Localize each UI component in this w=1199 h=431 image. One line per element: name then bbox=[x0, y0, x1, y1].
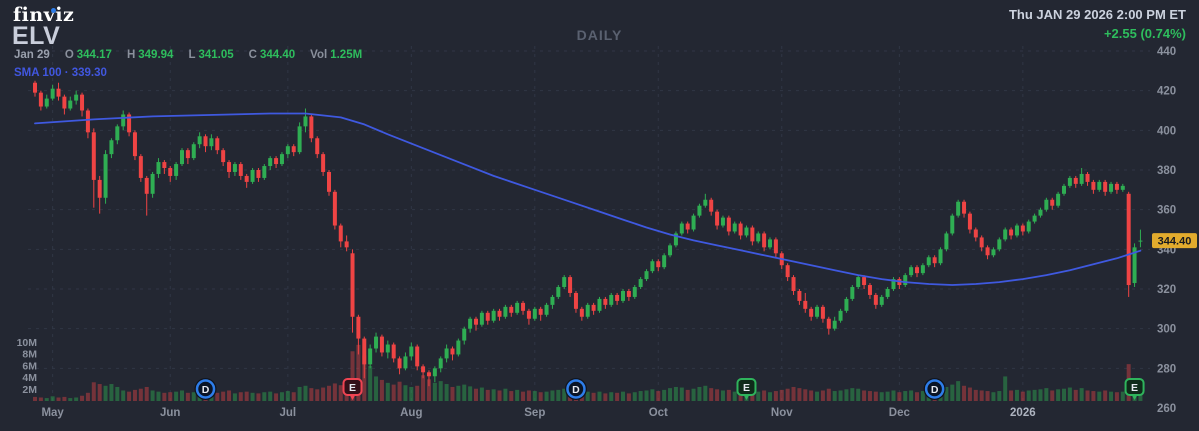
svg-text:D: D bbox=[202, 384, 210, 396]
timeframe-label: DAILY bbox=[576, 27, 623, 43]
quote-datetime: Thu JAN 29 2026 2:00 PM ET bbox=[1008, 7, 1186, 22]
svg-text:320: 320 bbox=[1157, 284, 1176, 296]
axis-labels: 44042040038036034032030028026010M8M6M4M2… bbox=[17, 46, 1177, 419]
svg-text:280: 280 bbox=[1157, 363, 1176, 375]
svg-text:300: 300 bbox=[1157, 324, 1176, 336]
svg-text:420: 420 bbox=[1157, 86, 1176, 98]
dividend-marker[interactable]: D bbox=[923, 378, 946, 400]
svg-text:E: E bbox=[743, 382, 750, 394]
svg-text:E: E bbox=[349, 382, 356, 394]
ohlc-close: C 344.40 bbox=[248, 49, 296, 61]
ohlc-high: H 349.94 bbox=[126, 49, 174, 61]
grid-lines bbox=[28, 46, 1150, 401]
earnings-marker[interactable]: E bbox=[736, 378, 757, 400]
dividend-marker[interactable]: D bbox=[194, 378, 217, 400]
earnings-marker[interactable]: E bbox=[1124, 378, 1145, 400]
svg-text:Sep: Sep bbox=[524, 407, 545, 419]
svg-text:D: D bbox=[931, 384, 939, 396]
svg-text:8M: 8M bbox=[22, 349, 37, 361]
svg-text:D: D bbox=[572, 384, 580, 396]
sma-legend: SMA 100 · 339.30 bbox=[14, 67, 107, 79]
finviz-logo-dot-icon bbox=[51, 8, 56, 13]
svg-text:Jul: Jul bbox=[280, 407, 297, 419]
svg-text:2026: 2026 bbox=[1010, 407, 1036, 419]
svg-text:10M: 10M bbox=[17, 337, 38, 349]
ticker-symbol: ELV bbox=[12, 22, 61, 50]
ohlc-low: L 341.05 bbox=[188, 49, 234, 61]
dividend-marker[interactable]: D bbox=[564, 378, 587, 400]
finviz-logo[interactable]: finviz bbox=[13, 4, 74, 26]
svg-text:Jun: Jun bbox=[160, 407, 180, 419]
last-price-label: 344.40 bbox=[1152, 233, 1197, 249]
svg-text:Aug: Aug bbox=[400, 407, 422, 419]
ohlc-volume: Vol 1.25M bbox=[310, 49, 363, 61]
svg-text:6M: 6M bbox=[22, 360, 37, 372]
ohlc-date: Jan 29 bbox=[14, 49, 50, 61]
svg-text:E: E bbox=[1131, 382, 1138, 394]
svg-text:360: 360 bbox=[1157, 205, 1176, 217]
price-change: +2.55 (0.74%) bbox=[1103, 26, 1186, 41]
svg-text:Dec: Dec bbox=[889, 407, 911, 419]
sma-100-line bbox=[34, 112, 1142, 286]
earnings-marker[interactable]: E bbox=[342, 378, 363, 400]
svg-text:2M: 2M bbox=[22, 384, 37, 396]
ohlc-open: O 344.17 bbox=[64, 49, 112, 61]
svg-text:380: 380 bbox=[1157, 165, 1176, 177]
svg-text:Oct: Oct bbox=[649, 407, 668, 419]
candles-layer bbox=[33, 80, 1143, 387]
svg-text:344.40: 344.40 bbox=[1158, 236, 1192, 248]
svg-text:440: 440 bbox=[1157, 46, 1176, 58]
ohlc-readout: Jan 29 O 344.17 H 349.94 L 341.05 C 344.40 V… bbox=[14, 49, 362, 61]
svg-text:400: 400 bbox=[1157, 125, 1176, 137]
svg-text:4M: 4M bbox=[22, 372, 37, 384]
finviz-logo-text: finviz bbox=[13, 4, 75, 26]
svg-text:260: 260 bbox=[1157, 403, 1176, 415]
svg-text:May: May bbox=[41, 407, 64, 419]
svg-text:Nov: Nov bbox=[771, 407, 793, 419]
